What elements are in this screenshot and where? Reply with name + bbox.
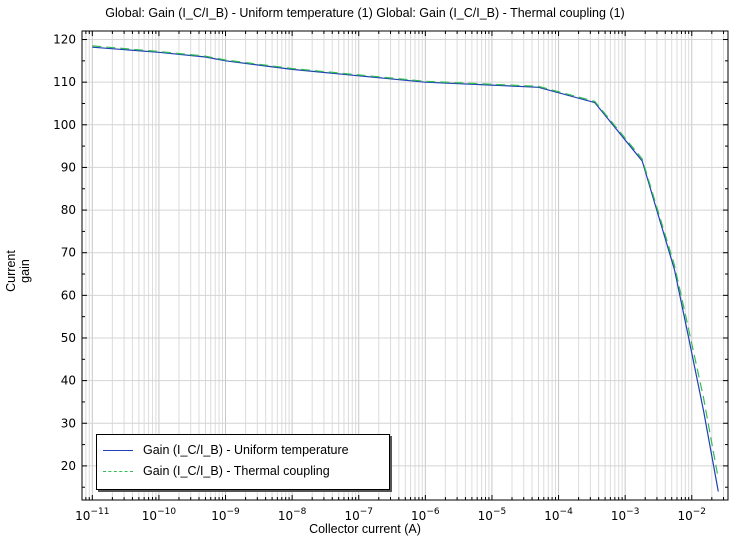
chart-title: Global: Gain (I_C/I_B) - Uniform tempera… (105, 6, 625, 20)
x-axis-label: Collector current (A) (309, 522, 421, 536)
y-tick-label: 40 (61, 374, 76, 388)
y-tick-label: 120 (53, 33, 76, 47)
y-tick-label: 100 (53, 118, 76, 132)
axes: 20 30 40 50 60 70 80 90 100 110 120 10−11 10−10 10−9 1… (53, 31, 728, 523)
x-tick-label: 10−3 (611, 507, 640, 523)
series-line-uniform (92, 46, 719, 492)
legend-label-uniform: Gain (I_C/I_B) - Uniform temperature (143, 443, 349, 457)
x-tick-label: 10−9 (211, 507, 240, 523)
x-tick-label: 10−10 (142, 507, 177, 523)
legend-label-thermal: Gain (I_C/I_B) - Thermal coupling (143, 464, 330, 478)
y-tick-label: 90 (61, 160, 76, 174)
y-tick-label: 110 (53, 75, 76, 89)
x-tick-label: 10−11 (75, 507, 109, 523)
series-line-thermal (92, 45, 719, 479)
x-tick-label: 10−6 (411, 507, 440, 523)
y-axis-label: Current gain (4, 250, 32, 292)
y-tick-label: 30 (61, 416, 76, 430)
x-tick-label: 10−8 (278, 507, 307, 523)
legend-item-thermal: Gain (I_C/I_B) - Thermal coupling (103, 462, 330, 480)
x-tick-label: 10−4 (544, 507, 573, 523)
x-tick-label: 10−5 (478, 507, 507, 523)
legend: Gain (I_C/I_B) - Uniform temperature Gai… (96, 434, 390, 490)
legend-swatch-uniform (103, 449, 133, 451)
grid (81, 31, 728, 500)
y-tick-label: 70 (61, 246, 76, 260)
x-tick-label: 10−2 (677, 507, 706, 523)
legend-item-uniform: Gain (I_C/I_B) - Uniform temperature (103, 441, 349, 459)
series-layer (92, 45, 719, 492)
x-tick-label: 10−7 (344, 507, 373, 523)
y-tick-label: 20 (61, 459, 76, 473)
y-tick-label: 60 (61, 288, 76, 302)
y-tick-label: 50 (61, 331, 76, 345)
legend-swatch-thermal (103, 470, 133, 472)
y-tick-label: 80 (61, 203, 76, 217)
